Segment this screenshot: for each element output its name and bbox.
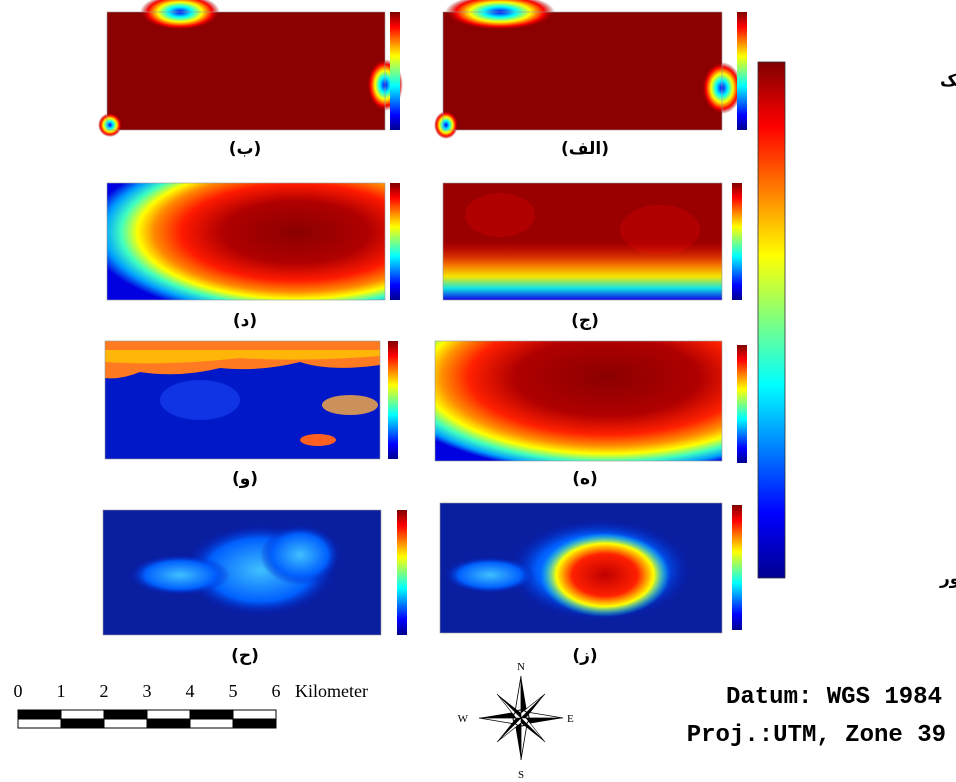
compass-w: W [458,713,469,725]
compass-s: S [518,769,524,781]
scale-segment [61,719,104,728]
scale-tick-label: 0 [14,681,23,701]
scale-segment [233,719,276,728]
scale-segment [147,710,190,719]
scale-tick-label: 1 [57,681,66,701]
compass-n: N [517,661,525,673]
legend-high: بالا/ نزدیک [940,71,956,91]
scale-segment [104,719,147,728]
north-arrow [479,676,563,760]
scale-tick-label: 4 [186,681,195,701]
scale-segment [233,710,276,719]
scale-unit: Kilometer [295,681,368,701]
scale-tick-label: 5 [229,681,238,701]
panel-h2 [103,510,407,635]
panel-d [107,183,400,300]
panel-j [443,183,742,300]
scale-bar: 0 1 2 3 4 5 6 [14,681,281,728]
panel-label: (الف) [561,139,609,159]
datum: Datum: WGS 1984 [726,684,942,711]
scale-segment [61,710,104,719]
panel-alef [434,0,747,139]
scale-tick-label: 2 [100,681,109,701]
colorbar [758,62,785,578]
panel-b [98,0,403,137]
projection: Proj.:UTM, Zone 39 [687,722,946,749]
scale-segment [18,719,61,728]
panel-label: (و) [232,469,258,489]
scale-tick-label: 3 [143,681,152,701]
panel-label: (ز) [572,646,597,666]
scale-segment [18,710,61,719]
panel-h [435,341,747,463]
scale-segment [190,719,233,728]
legend-low: پایین/ دور [939,569,956,589]
panel-z [440,503,742,633]
compass-e: E [567,713,574,725]
panel-label: (ح) [231,646,259,666]
scale-segment [104,710,147,719]
scale-segment [147,719,190,728]
panel-label: (ه) [572,469,598,489]
panel-v [105,341,398,459]
figure: (الف) (ب) (ج) (د) (ه) (و) (ز) (ح) بالا/ … [0,0,956,782]
panel-label: (ج) [571,311,599,331]
panel-label: (د) [233,311,257,331]
panel-label: (ب) [229,139,262,159]
scale-tick-label: 6 [272,681,281,701]
scale-segment [190,710,233,719]
